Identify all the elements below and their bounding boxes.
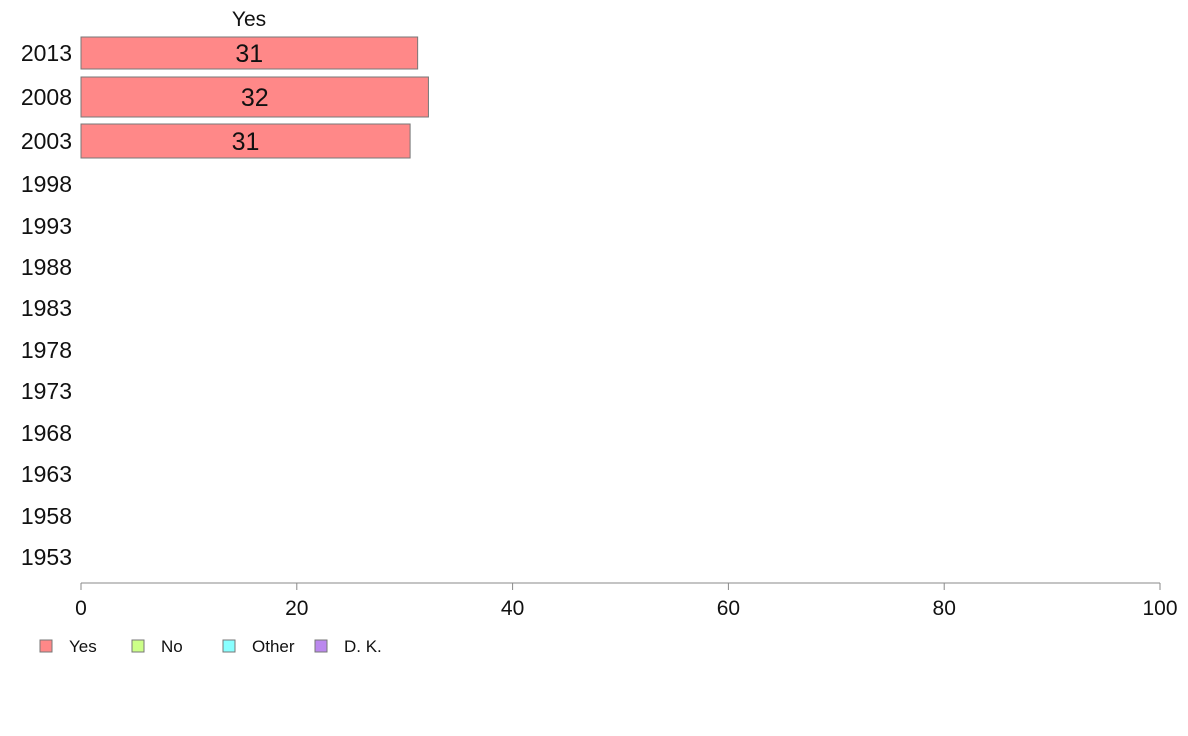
bar-value-label: 32 <box>241 84 269 112</box>
x-tick-label: 80 <box>933 597 956 620</box>
y-tick-label: 1998 <box>21 171 72 197</box>
y-tick-label: 1958 <box>21 503 72 529</box>
y-tick-label: 1968 <box>21 420 72 446</box>
bar-yes-2008 <box>80 76 429 118</box>
legend: Yes No Other D. K. <box>39 637 382 656</box>
x-tick-label: 40 <box>501 597 524 620</box>
y-tick-label: 1983 <box>21 295 72 321</box>
column-header: Yes <box>232 8 266 31</box>
y-tick-label: 2013 <box>21 40 72 66</box>
x-axis-ticks: 0 20 40 60 80 100 <box>75 583 1178 620</box>
legend-label-other: Other <box>252 637 295 656</box>
bar-value-label: 31 <box>232 128 260 156</box>
bar-labels: 31 32 31 <box>232 40 269 156</box>
y-tick-label: 1963 <box>21 461 72 487</box>
x-tick-label: 0 <box>75 597 87 620</box>
legend-label-yes: Yes <box>69 637 97 656</box>
legend-label-d-k: D. K. <box>344 637 382 656</box>
x-tick-label: 20 <box>285 597 308 620</box>
legend-swatch-yes <box>39 639 53 653</box>
legend-label-no: No <box>161 637 183 656</box>
bars <box>80 36 429 159</box>
y-tick-label: 2003 <box>21 128 72 154</box>
y-tick-label: 1953 <box>21 544 72 570</box>
y-tick-label: 1973 <box>21 378 72 404</box>
bar-value-label: 31 <box>235 40 263 68</box>
bar-yes-2003 <box>80 123 411 159</box>
y-axis-tick-labels: 2013 2008 2003 1998 1993 1988 1983 1978 1973 1968… <box>21 40 72 570</box>
legend-swatch-d-k <box>314 639 328 653</box>
y-tick-label: 1978 <box>21 337 72 363</box>
y-tick-label: 2008 <box>21 84 72 110</box>
y-tick-label: 1988 <box>21 254 72 280</box>
bar-yes-2013 <box>80 36 419 70</box>
legend-swatch-other <box>222 639 236 653</box>
x-tick-label: 100 <box>1142 597 1177 620</box>
x-tick-label: 60 <box>717 597 740 620</box>
y-tick-label: 1993 <box>21 213 72 239</box>
legend-swatch-no <box>131 639 145 653</box>
